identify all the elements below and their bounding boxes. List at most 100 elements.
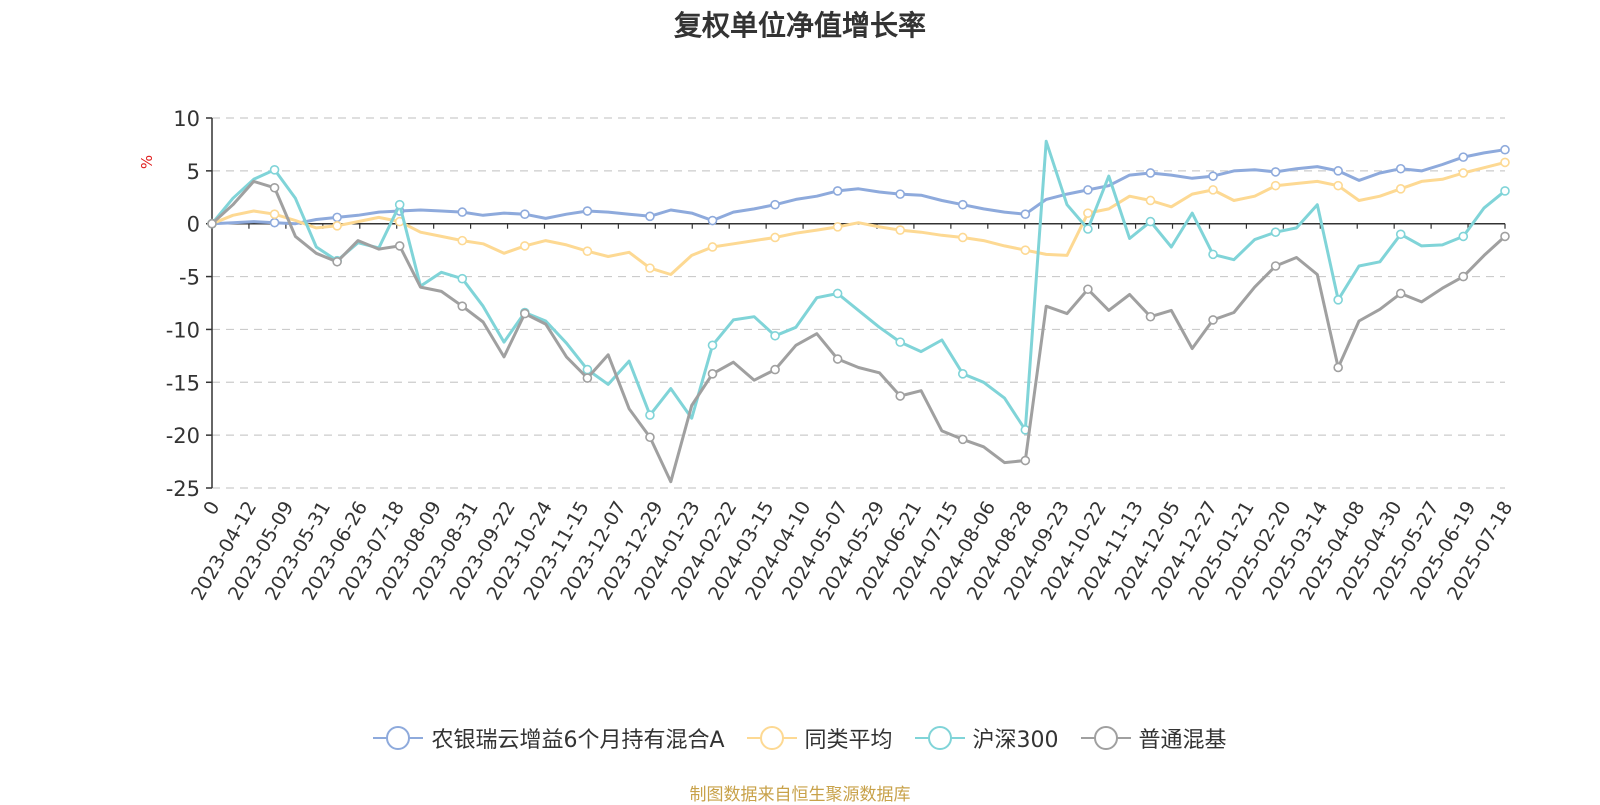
- data-point: [957, 199, 968, 210]
- series-lines: [207, 139, 1510, 484]
- data-point: [1083, 185, 1093, 195]
- data-point: [1208, 249, 1218, 260]
- data-point: [645, 432, 655, 443]
- data-point: [269, 165, 280, 175]
- data-point: [1270, 261, 1281, 271]
- data-point: [1395, 163, 1406, 174]
- data-point: [1458, 168, 1469, 178]
- data-point: [1145, 216, 1156, 227]
- data-point: [1395, 288, 1406, 299]
- data-point: [645, 263, 655, 273]
- data-point: [582, 246, 593, 256]
- legend-marker-icon: [373, 725, 424, 751]
- data-point: [269, 182, 280, 193]
- data-point: [770, 364, 780, 375]
- data-point: [1500, 144, 1510, 155]
- data-point: [1458, 271, 1469, 282]
- data-point: [332, 221, 342, 231]
- data-point: [520, 308, 530, 319]
- data-point: [1020, 455, 1031, 466]
- data-point: [1083, 208, 1093, 218]
- y-axis-label: %: [138, 155, 156, 169]
- data-point: [645, 410, 655, 420]
- legend-item[interactable]: 同类平均: [746, 722, 893, 754]
- data-point: [520, 241, 530, 251]
- data-point: [1270, 180, 1281, 191]
- data-point: [207, 218, 217, 229]
- data-point: [582, 364, 593, 375]
- data-point: [332, 256, 342, 267]
- data-point: [1500, 231, 1510, 242]
- data-point: [770, 232, 780, 243]
- data-point: [1333, 295, 1343, 305]
- data-point: [1270, 227, 1281, 237]
- legend-label: 普通混基: [1138, 728, 1227, 753]
- legend-item[interactable]: 农银瑞云增益6个月持有混合A: [373, 722, 725, 754]
- data-point: [332, 212, 342, 223]
- series-line: [210, 179, 1507, 484]
- y-tick-label: 10: [173, 107, 200, 131]
- y-tick-label: 0: [187, 213, 200, 237]
- series-line: [211, 148, 1506, 226]
- data-point: [1145, 168, 1156, 178]
- data-point: [832, 186, 843, 196]
- legend-label: 农银瑞云增益6个月持有混合A: [431, 728, 725, 753]
- data-point: [957, 232, 968, 243]
- data-point: [457, 301, 468, 311]
- data-point: [1395, 184, 1406, 194]
- data-point: [707, 369, 718, 379]
- data-point: [770, 330, 780, 341]
- legend: 农银瑞云增益6个月持有混合A 同类平均 沪深300 普通混基: [0, 722, 1600, 754]
- data-point: [1333, 180, 1343, 191]
- x-tick-label: 0: [199, 498, 224, 519]
- data-point: [1333, 166, 1343, 176]
- data-point: [1333, 362, 1343, 373]
- data-point: [645, 211, 655, 222]
- data-point: [957, 369, 968, 379]
- legend-item[interactable]: 沪深300: [914, 722, 1059, 754]
- data-point: [582, 373, 593, 383]
- data-point: [1083, 284, 1093, 295]
- data-point: [895, 391, 906, 401]
- data-point: [1395, 229, 1406, 240]
- data-point: [957, 434, 968, 445]
- legend-label: 同类平均: [804, 728, 893, 753]
- data-point: [1208, 171, 1218, 181]
- data-point: [1500, 157, 1510, 168]
- data-point: [582, 206, 593, 216]
- data-point: [832, 222, 843, 232]
- data-point: [520, 209, 530, 219]
- data-point: [1270, 167, 1281, 177]
- legend-label: 沪深300: [972, 728, 1059, 753]
- data-point: [1083, 224, 1093, 234]
- data-point: [269, 217, 280, 228]
- data-point: [1458, 231, 1469, 242]
- series-3: [207, 179, 1510, 484]
- y-tick-label: -15: [166, 371, 200, 395]
- chart-title: 复权单位净值增长率: [673, 9, 926, 42]
- legend-marker-icon: [1080, 725, 1131, 751]
- data-point: [1458, 152, 1469, 162]
- series-0: [207, 144, 1510, 229]
- y-tick-label: -20: [166, 424, 200, 448]
- y-tick-label: -10: [166, 318, 200, 342]
- y-tick-label: 5: [187, 160, 200, 184]
- data-point: [832, 288, 843, 299]
- data-point: [457, 273, 468, 284]
- data-point: [895, 189, 906, 199]
- data-point: [1145, 311, 1156, 322]
- y-tick-label: -5: [179, 266, 200, 290]
- legend-marker-icon: [914, 725, 965, 751]
- data-point: [832, 354, 843, 364]
- data-point: [895, 225, 906, 235]
- data-point: [707, 215, 718, 226]
- series-line: [211, 160, 1506, 276]
- data-point: [457, 207, 468, 217]
- y-tick-label: -25: [166, 477, 200, 501]
- data-point: [394, 199, 405, 210]
- data-point: [1208, 185, 1218, 195]
- data-point: [770, 199, 780, 210]
- legend-item[interactable]: 普通混基: [1080, 722, 1227, 754]
- data-source-note: 制图数据来自恒生聚源数据库: [689, 785, 911, 805]
